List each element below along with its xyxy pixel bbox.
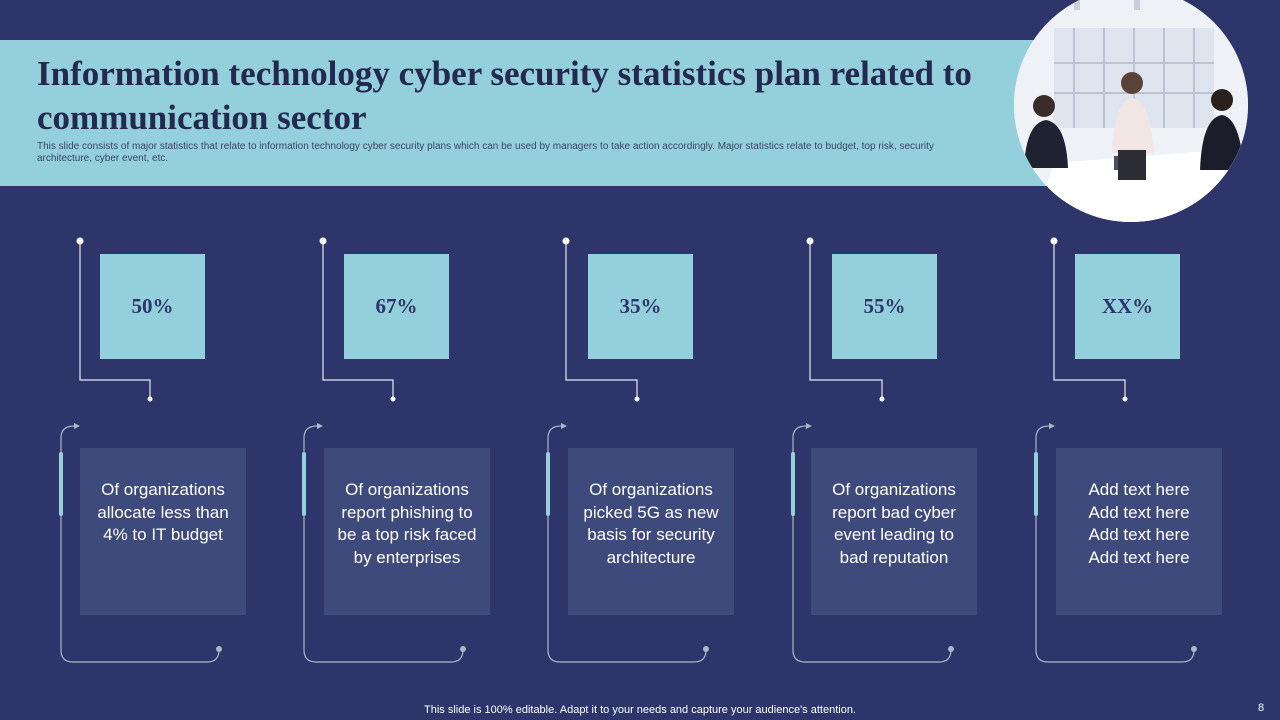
accent-bar	[59, 452, 63, 516]
title-band	[0, 40, 1050, 186]
accent-bar	[302, 452, 306, 516]
stat-description-4: Of organizations report bad cyber event …	[811, 448, 977, 615]
placeholder-text-line: Add text here	[1088, 525, 1190, 544]
stat-value-4: 55%	[832, 254, 937, 359]
placeholder-text-line: Add text here	[1088, 502, 1190, 522]
stat-description-1: Of organizations allocate less than 4% t…	[80, 448, 246, 615]
stat-value-3: 35%	[588, 254, 693, 359]
page-number: 8	[1258, 702, 1265, 714]
stat-value-2: 67%	[344, 254, 449, 359]
stat-value-1: 50%	[100, 254, 205, 359]
slide-title: Information technology cyber security st…	[37, 54, 972, 137]
meeting-illustration	[1014, 0, 1248, 222]
stat-value-5: XX%	[1075, 254, 1180, 359]
placeholder-text-line: Add text here	[1088, 547, 1190, 567]
accent-bar	[546, 452, 550, 516]
placeholder-text-line: Add text here	[1088, 480, 1190, 499]
meeting-photo	[1014, 0, 1248, 222]
accent-bar	[1034, 452, 1038, 516]
stat-description-5: Add text here Add text here Add text her…	[1056, 448, 1222, 615]
slide-subtitle: This slide consists of major statistics …	[37, 141, 934, 164]
accent-bar	[791, 452, 795, 516]
stat-description-2: Of organizations report phishing to be a…	[324, 448, 490, 615]
stat-description-3: Of organizations picked 5G as new basis …	[568, 448, 734, 615]
footer-note: This slide is 100% editable. Adapt it to…	[424, 704, 856, 716]
